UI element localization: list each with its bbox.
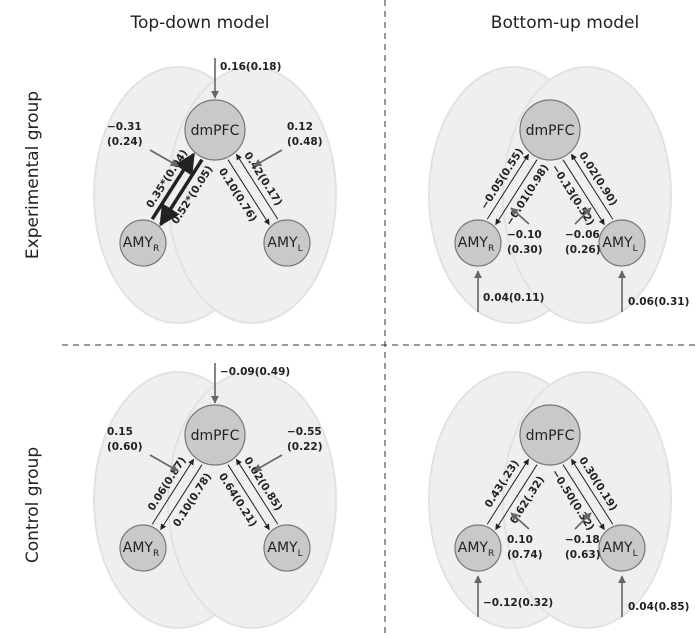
column-title: Top-down model	[129, 13, 269, 33]
row-title: Control group	[23, 447, 43, 563]
node-label: dmPFC	[526, 123, 575, 139]
input-label: (0.22)	[287, 441, 323, 453]
node-name: AMY	[267, 235, 298, 251]
input-label: 0.10	[507, 534, 533, 546]
figure: Top-down model Bottom-up model Experimenta…	[0, 0, 700, 638]
node-subscript: L	[633, 244, 638, 254]
input-label: 0.12	[287, 121, 313, 133]
input-label: (0.48)	[287, 136, 323, 148]
input-label: (0.60)	[107, 441, 143, 453]
input-label: −0.18	[565, 534, 600, 546]
node-subscript: R	[153, 549, 159, 559]
node-label: dmPFC	[526, 428, 575, 444]
node-subscript: L	[298, 549, 303, 559]
node-name: AMY	[602, 235, 633, 251]
column-title: Bottom-up model	[491, 13, 639, 33]
node-name: AMY	[123, 235, 154, 251]
input-label: 0.15	[107, 426, 133, 438]
panel: −0.01(0.98)−0.05(0.55)0.02(0.90)−0.13(0.…	[429, 67, 689, 323]
node-subscript: R	[488, 549, 494, 559]
input-label: 0.06(0.31)	[628, 296, 689, 308]
node-subscript: R	[488, 244, 494, 254]
input-label: 0.04(0.85)	[628, 601, 689, 613]
input-label: −0.10	[507, 229, 542, 241]
input-label: −0.31	[107, 121, 142, 133]
node-subscript: L	[298, 244, 303, 254]
node-name: AMY	[602, 540, 633, 556]
input-label: (0.26)	[565, 244, 601, 256]
panel: 0.62(.32)0.43(.23)0.30(0.19)−0.50(0.32)d…	[429, 372, 689, 628]
input-label: (0.74)	[507, 549, 543, 561]
input-label: −0.12(0.32)	[483, 597, 553, 609]
input-label: (0.63)	[565, 549, 601, 561]
input-label: 0.16(0.18)	[220, 61, 281, 73]
input-label: −0.06	[565, 229, 600, 241]
node-name: AMY	[267, 540, 298, 556]
node-label: dmPFC	[191, 428, 240, 444]
input-label: 0.04(0.11)	[483, 292, 544, 304]
input-label: (0.24)	[107, 136, 143, 148]
node-name: AMY	[458, 235, 489, 251]
input-label: −0.09(0.49)	[220, 366, 290, 378]
input-label: (0.30)	[507, 244, 543, 256]
node-subscript: L	[633, 549, 638, 559]
node-name: AMY	[458, 540, 489, 556]
node-subscript: R	[153, 244, 159, 254]
node-name: AMY	[123, 540, 154, 556]
row-title: Experimental group	[23, 91, 43, 259]
panel: 0.10(0.78)0.06(0.87)0.02(0.85)0.64(0.21)…	[94, 363, 336, 628]
node-label: dmPFC	[191, 123, 240, 139]
input-label: −0.55	[287, 426, 322, 438]
panel: 0.52*(0.05)0.35*(0.04)0.42(0.17)0.10(0.7…	[94, 58, 336, 323]
